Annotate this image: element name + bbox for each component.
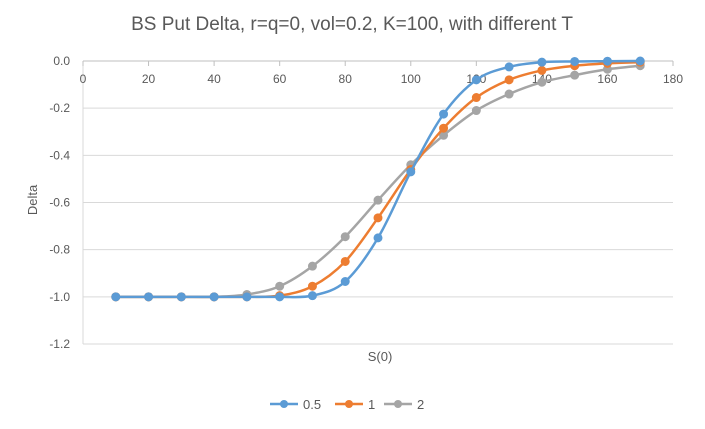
y-tick-label: -0.4 <box>49 148 70 162</box>
x-tick-label: 60 <box>273 72 287 86</box>
data-point <box>373 213 383 223</box>
data-point <box>340 277 350 287</box>
y-tick-label: -0.2 <box>49 101 70 115</box>
x-tick-label: 80 <box>339 72 353 86</box>
y-tick-label: -0.8 <box>49 243 70 257</box>
x-tick-label: 160 <box>597 72 617 86</box>
legend-label: 1 <box>368 397 375 412</box>
legend-marker <box>394 400 402 408</box>
series-0.5 <box>111 56 645 302</box>
y-axis-label: Delta <box>25 184 40 215</box>
data-point <box>144 292 154 302</box>
data-point <box>307 261 317 271</box>
legend: 0.5 1 2 <box>270 397 424 412</box>
x-axis-label: S(0) <box>368 349 393 364</box>
y-tick-label: 0.0 <box>53 54 70 68</box>
data-point <box>340 256 350 266</box>
data-point <box>471 75 481 85</box>
data-point <box>275 292 285 302</box>
data-point <box>439 109 449 119</box>
data-point <box>504 62 514 72</box>
data-point <box>307 281 317 291</box>
data-point <box>373 195 383 205</box>
axes: 0.0 -0.2 -0.4 -0.6 -0.8 -1.0 -1.2 0 20 40 60 80 100 1… <box>49 54 683 351</box>
data-point <box>209 292 219 302</box>
data-point <box>602 56 612 66</box>
data-point <box>439 123 449 133</box>
x-tick-label: 100 <box>401 72 421 86</box>
x-tick-label: 20 <box>142 72 156 86</box>
data-point <box>406 167 416 177</box>
y-tick-label: -1.2 <box>49 337 70 351</box>
data-point <box>537 65 547 75</box>
legend-label: 2 <box>417 397 424 412</box>
data-point <box>242 292 252 302</box>
legend-marker <box>345 400 353 408</box>
legend-item: 0.5 <box>270 397 321 412</box>
data-point <box>570 70 580 80</box>
legend-item: 1 <box>335 397 375 412</box>
data-point <box>111 292 121 302</box>
series-2 <box>111 61 645 302</box>
series-line <box>115 60 641 299</box>
data-point <box>537 77 547 87</box>
series-line <box>115 64 641 299</box>
data-point <box>340 232 350 242</box>
series-line <box>115 59 641 299</box>
data-point <box>635 56 645 66</box>
series-1 <box>111 57 645 302</box>
legend-item: 2 <box>384 397 424 412</box>
data-point <box>537 57 547 67</box>
data-point <box>176 292 186 302</box>
y-tick-label: -0.6 <box>49 196 70 210</box>
x-tick-label: 0 <box>80 72 87 86</box>
series-layer <box>111 56 645 302</box>
x-tick-label: 180 <box>663 72 683 86</box>
data-point <box>307 291 317 301</box>
data-point <box>471 93 481 103</box>
chart-title: BS Put Delta, r=q=0, vol=0.2, K=100, wit… <box>131 14 573 35</box>
y-tick-label: -1.0 <box>49 290 70 304</box>
data-point <box>275 281 285 291</box>
legend-marker <box>280 400 288 408</box>
data-point <box>570 56 580 66</box>
data-point <box>504 89 514 99</box>
data-point <box>373 233 383 243</box>
data-point <box>471 106 481 116</box>
x-tick-label: 40 <box>207 72 221 86</box>
data-point <box>504 75 514 85</box>
legend-label: 0.5 <box>303 397 321 412</box>
